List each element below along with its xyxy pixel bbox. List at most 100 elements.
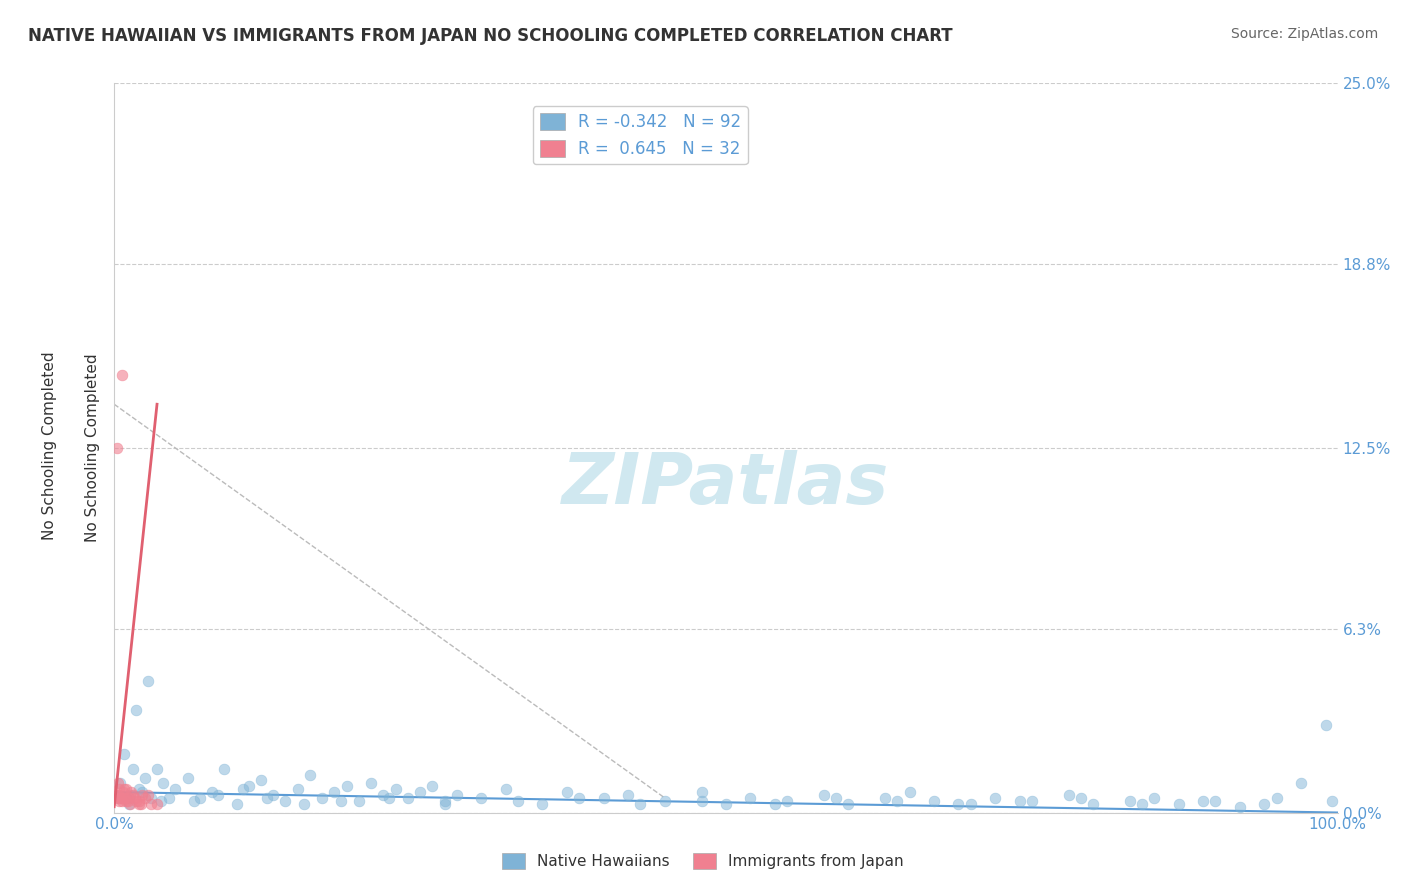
Point	[118, 797, 141, 811]
Point	[129, 797, 152, 811]
Point	[813, 788, 835, 802]
Point	[128, 782, 150, 797]
Point	[360, 776, 382, 790]
Point	[323, 785, 346, 799]
Point	[124, 791, 146, 805]
Point	[183, 794, 205, 808]
Point	[134, 771, 156, 785]
Point	[225, 797, 247, 811]
Point	[139, 797, 162, 811]
Point	[1130, 797, 1153, 811]
Point	[128, 797, 150, 811]
Point	[329, 794, 352, 808]
Point	[105, 788, 128, 802]
Point	[1320, 794, 1343, 808]
Point	[1081, 797, 1104, 811]
Point	[120, 785, 142, 799]
Point	[420, 779, 443, 793]
Point	[1119, 794, 1142, 808]
Point	[531, 797, 554, 811]
Point	[131, 788, 153, 802]
Point	[110, 794, 132, 808]
Point	[138, 788, 160, 802]
Point	[110, 791, 132, 805]
Point	[433, 794, 456, 808]
Point	[1021, 794, 1043, 808]
Point	[111, 785, 134, 799]
Point	[112, 747, 135, 762]
Point	[470, 791, 492, 805]
Point	[984, 791, 1007, 805]
Point	[690, 785, 713, 799]
Point	[134, 791, 156, 805]
Point	[948, 797, 970, 811]
Point	[776, 794, 799, 808]
Point	[157, 791, 180, 805]
Point	[628, 797, 651, 811]
Legend: R = -0.342   N = 92, R =  0.645   N = 32: R = -0.342 N = 92, R = 0.645 N = 32	[533, 106, 748, 164]
Point	[495, 782, 517, 797]
Point	[959, 797, 981, 811]
Point	[138, 674, 160, 689]
Point	[298, 767, 321, 781]
Point	[214, 762, 236, 776]
Point	[555, 785, 578, 799]
Point	[112, 782, 135, 797]
Point	[121, 788, 143, 802]
Point	[568, 791, 591, 805]
Point	[1008, 794, 1031, 808]
Point	[107, 788, 129, 802]
Text: NATIVE HAWAIIAN VS IMMIGRANTS FROM JAPAN NO SCHOOLING COMPLETED CORRELATION CHAR: NATIVE HAWAIIAN VS IMMIGRANTS FROM JAPAN…	[28, 27, 953, 45]
Point	[714, 797, 737, 811]
Point	[409, 785, 432, 799]
Legend: Native Hawaiians, Immigrants from Japan: Native Hawaiians, Immigrants from Japan	[496, 847, 910, 875]
Y-axis label: No Schooling Completed: No Schooling Completed	[86, 353, 100, 542]
Point	[117, 794, 139, 808]
Point	[146, 762, 169, 776]
Point	[188, 791, 211, 805]
Point	[617, 788, 640, 802]
Point	[274, 794, 297, 808]
Point	[1265, 791, 1288, 805]
Point	[105, 441, 128, 455]
Point	[114, 791, 136, 805]
Point	[110, 791, 132, 805]
Point	[1070, 791, 1092, 805]
Point	[120, 797, 142, 811]
Point	[336, 779, 359, 793]
Point	[125, 703, 148, 717]
Point	[131, 785, 153, 799]
Point	[115, 794, 138, 808]
Point	[446, 788, 468, 802]
Point	[825, 791, 848, 805]
Point	[146, 797, 169, 811]
Point	[1315, 718, 1337, 732]
Point	[118, 791, 141, 805]
Point	[110, 368, 132, 382]
Point	[1204, 794, 1226, 808]
Point	[654, 794, 676, 808]
Text: Source: ZipAtlas.com: Source: ZipAtlas.com	[1230, 27, 1378, 41]
Point	[112, 791, 135, 805]
Point	[149, 794, 172, 808]
Point	[873, 791, 896, 805]
Point	[292, 797, 315, 811]
Point	[115, 791, 138, 805]
Point	[104, 791, 127, 805]
Point	[1289, 776, 1312, 790]
Point	[886, 794, 908, 808]
Point	[262, 788, 284, 802]
Point	[396, 791, 419, 805]
Point	[922, 794, 945, 808]
Point	[433, 797, 456, 811]
Point	[592, 791, 614, 805]
Point	[152, 776, 174, 790]
Point	[121, 762, 143, 776]
Point	[256, 791, 278, 805]
Point	[120, 788, 142, 802]
Point	[347, 794, 370, 808]
Point	[165, 782, 187, 797]
Point	[506, 794, 529, 808]
Point	[311, 791, 333, 805]
Point	[378, 791, 401, 805]
